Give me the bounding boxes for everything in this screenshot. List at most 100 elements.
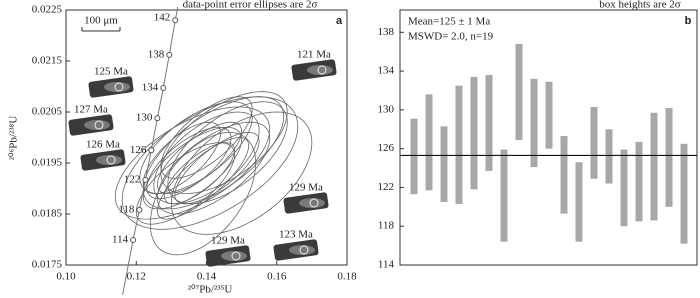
- annotation: MSWD= 2.0, n=19: [408, 31, 494, 43]
- error-box: [575, 162, 583, 242]
- x-axis-label: ²⁰⁷Pb/²³⁵U: [188, 284, 233, 296]
- error-box: [455, 85, 463, 204]
- error-ellipse: [160, 96, 253, 179]
- error-box: [665, 107, 673, 207]
- error-ellipse: [149, 131, 257, 256]
- y-tick-label: 0.0215: [32, 55, 63, 67]
- age-marker: [154, 115, 161, 122]
- grain-highlight: [96, 155, 122, 165]
- grain-label: 129 Ma: [211, 235, 245, 247]
- age-label: 126: [130, 144, 147, 156]
- y-tick-label: 0.0175: [32, 259, 63, 271]
- error-ellipse: [156, 137, 250, 220]
- analysis-spot: [106, 155, 116, 165]
- x-tick-label: 0.18: [337, 271, 357, 283]
- error-ellipse: [174, 131, 260, 205]
- grain-label: 127 Ma: [74, 104, 108, 116]
- error-box: [485, 74, 493, 171]
- age-label: 122: [124, 173, 141, 185]
- y-tick-label: 114: [378, 259, 395, 271]
- x-tick-label: 0.12: [127, 271, 146, 283]
- plot-frame-b: [399, 9, 698, 266]
- y-tick-label: 0.0225: [32, 4, 63, 16]
- error-ellipse: [142, 126, 243, 210]
- error-ellipse: [114, 106, 271, 220]
- age-marker: [142, 176, 149, 183]
- panel-label: a: [336, 15, 343, 27]
- y-tick-label: 130: [378, 103, 395, 115]
- y-tick-label: 138: [378, 26, 395, 38]
- error-ellipse: [156, 121, 243, 195]
- error-ellipse: [156, 121, 271, 215]
- y-tick-label: 0.0195: [32, 157, 63, 169]
- error-box: [620, 149, 628, 227]
- age-label: 118: [118, 203, 135, 215]
- grain-label: 123 Ma: [279, 229, 313, 241]
- error-ellipse: [121, 96, 299, 230]
- age-label: 138: [148, 48, 165, 60]
- error-ellipse: [167, 101, 288, 205]
- error-box: [500, 149, 508, 242]
- y-tick-label: 126: [378, 142, 395, 154]
- grain-label: 129 Ma: [289, 182, 323, 194]
- y-tick-label: 118: [378, 220, 395, 232]
- error-ellipse: [135, 142, 236, 225]
- error-box: [635, 141, 643, 222]
- panel-label: b: [685, 15, 692, 27]
- x-tick-label: 0.10: [56, 271, 76, 283]
- title-a: data-point error ellipses are 2σ: [183, 0, 318, 11]
- scale-bar-label: 100 μm: [84, 15, 118, 27]
- grain-label: 126 Ma: [86, 139, 120, 151]
- y-axis-label: ²⁰⁶Pb/²³⁸U: [8, 116, 20, 161]
- grain-label: 121 Ma: [297, 49, 331, 61]
- error-box: [605, 129, 613, 184]
- title-b: box heights are 2σ: [599, 0, 680, 11]
- error-box: [680, 143, 688, 244]
- grain-highlight: [299, 198, 325, 208]
- age-label: 142: [154, 12, 171, 24]
- analysis-spot: [114, 82, 124, 92]
- error-box: [650, 112, 658, 221]
- age-label: 134: [142, 82, 159, 94]
- age-label: 114: [112, 234, 129, 246]
- concordia-curve: [132, 20, 176, 241]
- grain-highlight: [84, 120, 110, 130]
- grain-highlight: [104, 82, 130, 92]
- analysis-spot: [299, 245, 309, 255]
- error-ellipse: [142, 121, 222, 195]
- error-box: [590, 106, 598, 179]
- error-box: [560, 136, 568, 214]
- error-box: [470, 76, 478, 190]
- y-tick-label: 122: [378, 181, 395, 193]
- error-box: [530, 78, 538, 168]
- analysis-spot: [317, 65, 327, 75]
- grain-highlight: [221, 251, 247, 261]
- error-box: [410, 118, 418, 195]
- error-ellipse: [170, 111, 313, 235]
- error-box: [425, 94, 433, 191]
- analysis-spot: [309, 198, 319, 208]
- grain-label: 125 Ma: [94, 66, 128, 78]
- age-label: 130: [136, 112, 153, 124]
- age-marker: [148, 147, 155, 154]
- annotation: Mean=125 ± 1 Ma: [408, 16, 490, 28]
- grain-highlight: [289, 245, 315, 255]
- y-tick-label: 0.0185: [32, 208, 63, 220]
- error-box: [545, 81, 553, 149]
- age-marker: [130, 237, 137, 244]
- y-tick-label: 134: [378, 65, 395, 77]
- grain-highlight: [307, 65, 333, 75]
- analysis-spot: [94, 120, 104, 130]
- age-marker: [166, 51, 173, 58]
- error-box: [515, 43, 523, 140]
- age-marker: [172, 17, 179, 24]
- x-tick-label: 0.16: [267, 271, 287, 283]
- age-marker: [136, 206, 143, 213]
- error-box: [440, 126, 448, 202]
- error-ellipse: [139, 101, 253, 195]
- x-tick-label: 0.14: [197, 271, 217, 283]
- y-tick-label: 0.0205: [32, 106, 63, 118]
- age-marker: [160, 85, 167, 92]
- analysis-spot: [231, 251, 241, 261]
